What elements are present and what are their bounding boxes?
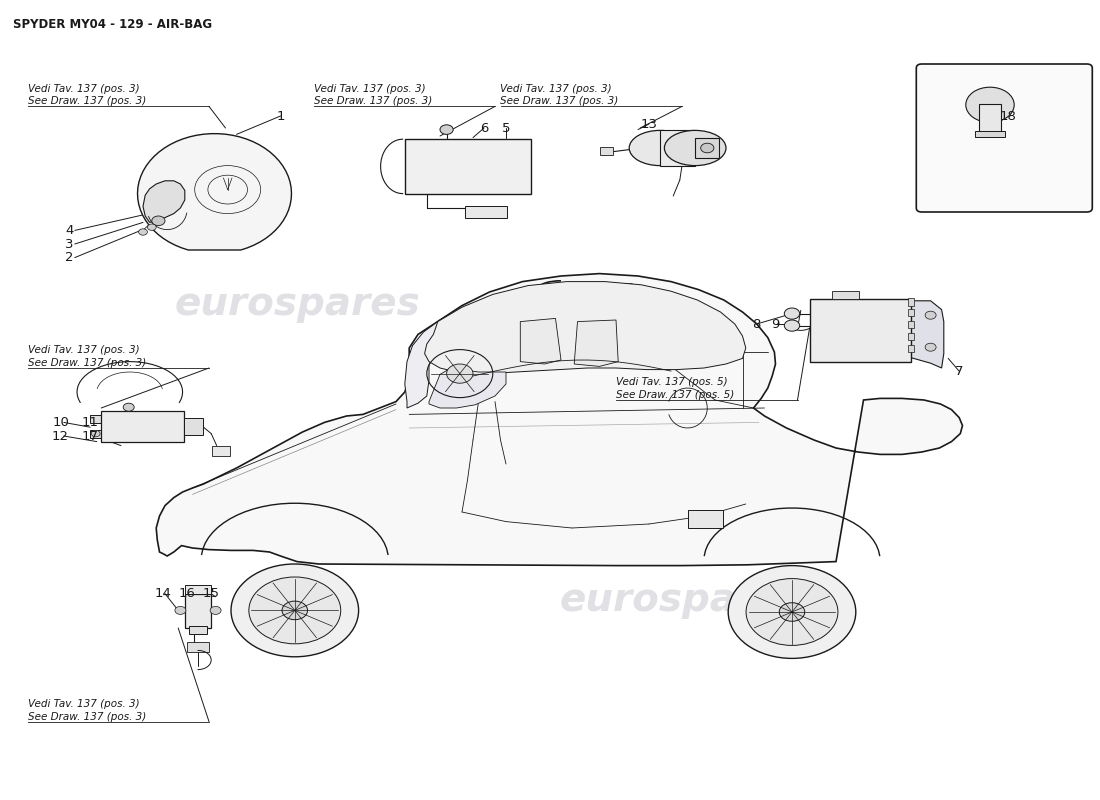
Circle shape: [728, 566, 856, 658]
Circle shape: [779, 602, 805, 622]
Polygon shape: [425, 282, 746, 374]
Text: Vedi Tav. 137 (pos. 3)
See Draw. 137 (pos. 3): Vedi Tav. 137 (pos. 3) See Draw. 137 (po…: [28, 699, 145, 722]
Text: Vedi Tav. 137 (pos. 3)
See Draw. 137 (pos. 3): Vedi Tav. 137 (pos. 3) See Draw. 137 (po…: [28, 346, 145, 368]
Bar: [600, 147, 613, 155]
Circle shape: [147, 224, 156, 230]
Bar: [979, 104, 1001, 132]
Text: SPYDER MY04 - 129 - AIR-BAG: SPYDER MY04 - 129 - AIR-BAG: [13, 18, 212, 30]
Text: 18: 18: [999, 110, 1016, 122]
Circle shape: [231, 564, 359, 657]
Bar: [908, 298, 914, 306]
Bar: [101, 411, 184, 442]
Polygon shape: [520, 318, 561, 364]
Bar: [908, 333, 914, 340]
Circle shape: [139, 229, 147, 235]
Bar: [187, 642, 209, 652]
Bar: [832, 291, 859, 299]
Circle shape: [784, 308, 800, 319]
Bar: [184, 418, 204, 435]
Text: 4: 4: [65, 224, 74, 237]
Bar: [908, 345, 914, 352]
Bar: [810, 299, 911, 362]
Text: eurospares: eurospares: [174, 285, 420, 323]
Text: 2: 2: [65, 251, 74, 264]
Bar: [688, 510, 723, 528]
Text: 10: 10: [52, 416, 69, 429]
Polygon shape: [429, 368, 506, 408]
Bar: [405, 139, 531, 194]
Bar: [185, 585, 211, 594]
Ellipse shape: [664, 130, 726, 166]
Polygon shape: [574, 320, 618, 366]
Bar: [695, 138, 719, 158]
Bar: [90, 430, 101, 438]
Circle shape: [746, 578, 838, 646]
Polygon shape: [143, 181, 185, 222]
Bar: [975, 131, 1005, 137]
Bar: [660, 130, 695, 166]
Polygon shape: [911, 301, 944, 368]
Text: 7: 7: [955, 365, 964, 378]
Polygon shape: [138, 134, 292, 250]
Circle shape: [966, 87, 1014, 122]
Text: Vedi Tav. 137 (pos. 5)
See Draw. 137 (pos. 5): Vedi Tav. 137 (pos. 5) See Draw. 137 (po…: [616, 378, 735, 400]
Circle shape: [440, 125, 453, 134]
Text: 11: 11: [81, 416, 99, 429]
Circle shape: [701, 143, 714, 153]
Bar: [908, 321, 914, 328]
Text: Vedi Tav. 137 (pos. 3)
See Draw. 137 (pos. 3): Vedi Tav. 137 (pos. 3) See Draw. 137 (po…: [314, 84, 431, 106]
Bar: [908, 309, 914, 316]
Text: 15: 15: [202, 587, 220, 600]
Circle shape: [282, 601, 308, 620]
Text: Vedi Tav. 137 (pos. 3)
See Draw. 137 (pos. 3): Vedi Tav. 137 (pos. 3) See Draw. 137 (po…: [500, 84, 618, 106]
Circle shape: [123, 403, 134, 411]
Text: Vedi Tav. 137 (pos. 3)
See Draw. 137 (pos. 3): Vedi Tav. 137 (pos. 3) See Draw. 137 (po…: [28, 84, 145, 106]
Bar: [90, 415, 101, 423]
Text: USA - CDN - AUS - J: USA - CDN - AUS - J: [955, 184, 1054, 194]
Text: 16: 16: [178, 587, 196, 600]
Text: 6: 6: [480, 122, 488, 134]
Bar: [185, 594, 211, 628]
Circle shape: [925, 311, 936, 319]
Text: 1: 1: [276, 110, 285, 122]
Circle shape: [249, 577, 341, 644]
Text: eurospares: eurospares: [559, 581, 805, 619]
Circle shape: [925, 343, 936, 351]
Text: 14: 14: [154, 587, 172, 600]
Circle shape: [784, 320, 800, 331]
Bar: [212, 446, 230, 456]
FancyBboxPatch shape: [916, 64, 1092, 212]
Text: 13: 13: [640, 118, 658, 130]
Text: 3: 3: [65, 238, 74, 250]
Circle shape: [175, 606, 186, 614]
Text: 12: 12: [52, 430, 69, 442]
Polygon shape: [156, 274, 962, 566]
Circle shape: [152, 216, 165, 226]
Ellipse shape: [629, 130, 691, 166]
Bar: [189, 626, 207, 634]
Text: 5: 5: [502, 122, 510, 134]
Circle shape: [447, 364, 473, 383]
Bar: [465, 206, 507, 218]
Polygon shape: [405, 309, 462, 408]
Text: 9: 9: [771, 318, 780, 330]
Text: 8: 8: [752, 318, 761, 330]
Text: 17: 17: [81, 430, 99, 442]
Circle shape: [91, 430, 100, 437]
Circle shape: [210, 606, 221, 614]
